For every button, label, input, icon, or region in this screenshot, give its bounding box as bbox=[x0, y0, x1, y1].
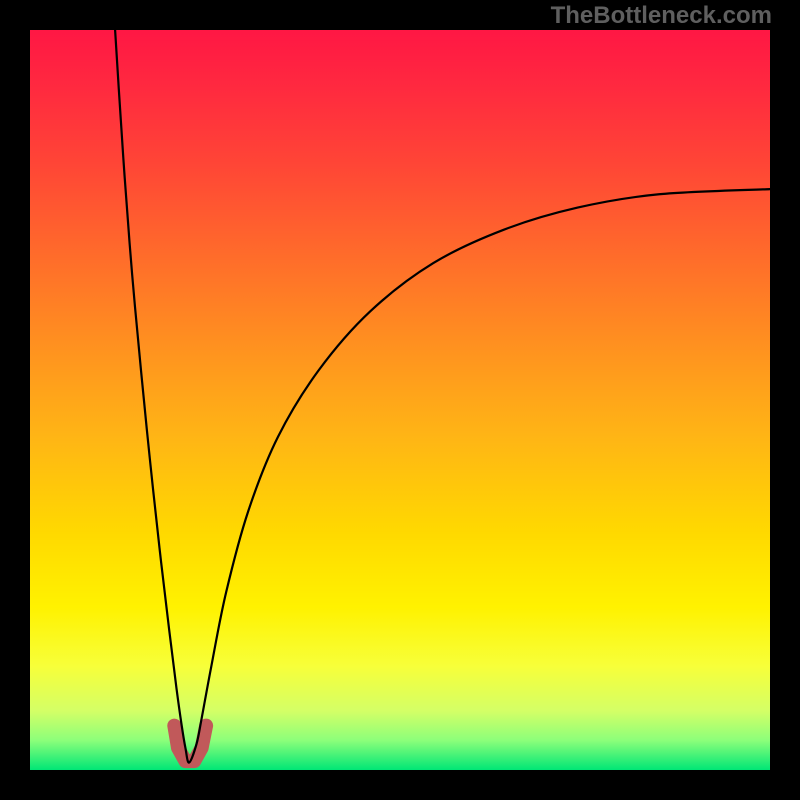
plot-area bbox=[30, 30, 770, 770]
bottleneck-curve bbox=[115, 30, 770, 763]
curve-layer bbox=[30, 30, 770, 770]
trough-marker bbox=[174, 726, 206, 762]
chart-container: TheBottleneck.com bbox=[0, 0, 800, 800]
watermark-text: TheBottleneck.com bbox=[551, 2, 772, 30]
